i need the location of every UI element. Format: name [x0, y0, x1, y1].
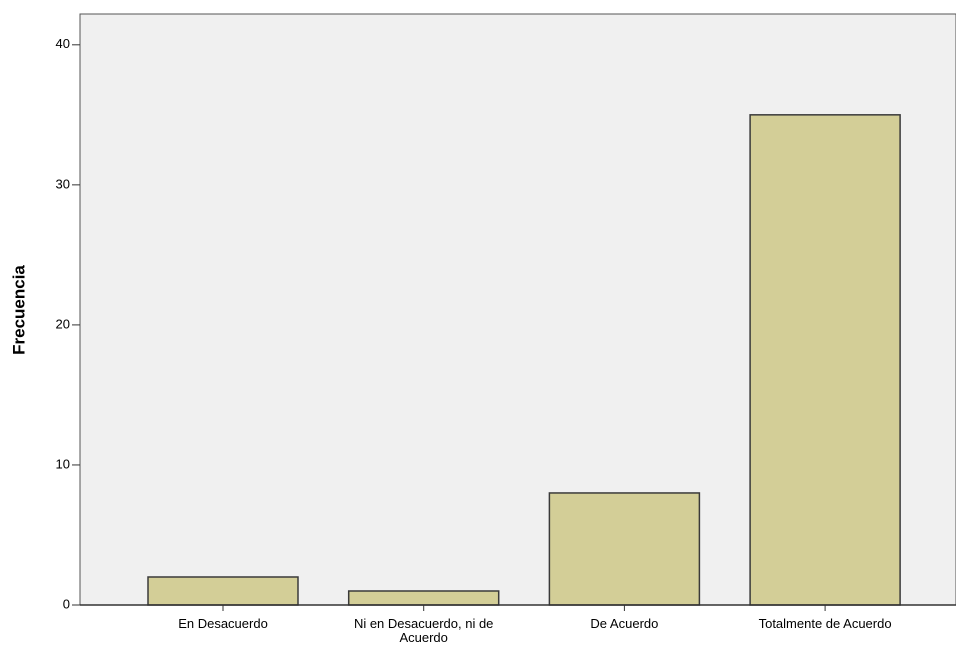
x-tick-label: De Acuerdo	[590, 617, 659, 631]
x-tick-label: Ni en Desacuerdo, ni de Acuerdo	[353, 617, 494, 645]
x-tick-label-box: Ni en Desacuerdo, ni de Acuerdo	[353, 617, 494, 645]
bar	[347, 590, 500, 606]
x-tick-label-box: De Acuerdo	[590, 617, 659, 631]
x-tick-label: En Desacuerdo	[178, 617, 268, 631]
x-tick-label-box: Totalmente de Acuerdo	[758, 617, 892, 631]
bar	[749, 114, 901, 606]
x-tick-label: Totalmente de Acuerdo	[758, 617, 892, 631]
x-tick-label-box: En Desacuerdo	[178, 617, 268, 631]
y-tick-label: 0	[63, 596, 70, 611]
y-axis-label: Frecuencia	[9, 265, 28, 355]
y-tick-label: 30	[56, 176, 70, 191]
y-tick-label: 20	[56, 316, 70, 331]
bar	[147, 576, 299, 606]
bar	[548, 492, 701, 606]
y-tick-label: 10	[56, 456, 70, 471]
y-tick-label: 40	[56, 36, 70, 51]
